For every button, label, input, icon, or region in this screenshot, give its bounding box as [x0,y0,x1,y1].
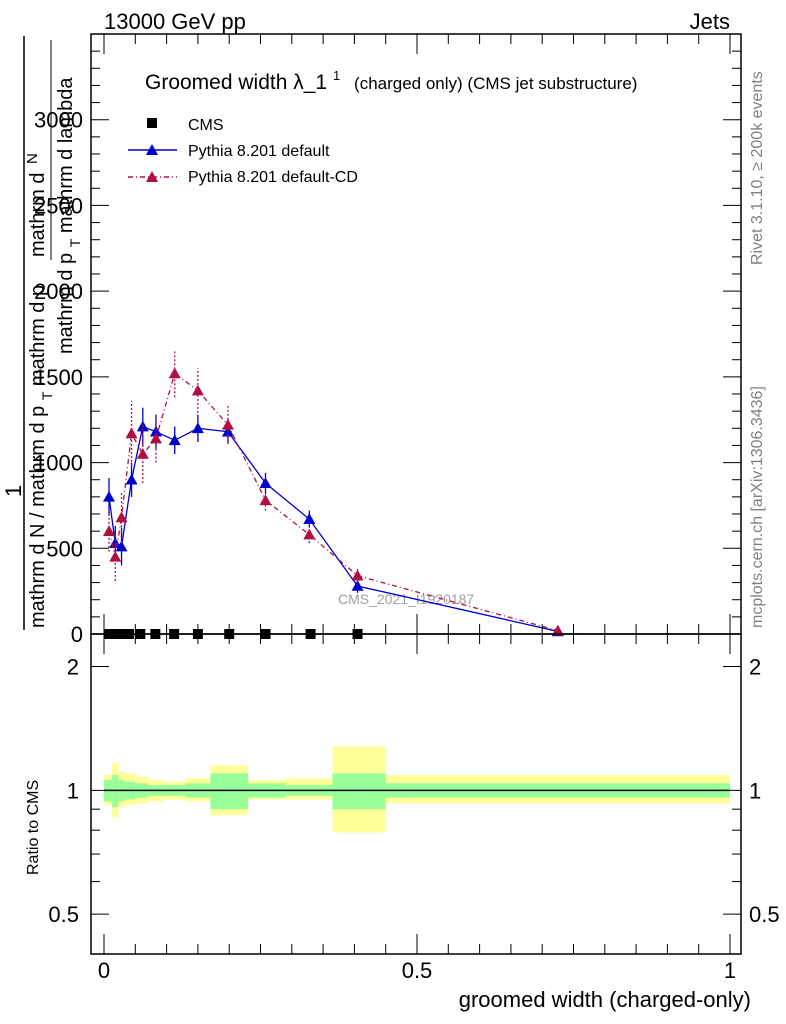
ylabel-denominator-top-sub: T [67,238,83,247]
main-y-tick-label: 3000 [34,108,83,133]
x-axis-ticks: 0 0.5 1 [98,34,736,983]
ylabel-one: 1 [1,485,26,497]
point-pythia_cd [103,525,116,536]
ylabel-numerator: mathrm d N [24,153,49,257]
ylabel-denominator-top: mathrm d p T mathrm d lambda [55,77,85,354]
legend: CMS Pythia 8.201 default Pythia 8.201 de… [128,117,358,186]
main-y-axis-label: 1 mathrm d N mathrm d p T mathrm d lambd… [1,36,85,630]
point-pythia_default [115,540,128,552]
x-tick-label: 1 [724,958,736,983]
ratio-y-tick-label: 0.5 [48,902,79,927]
main-y-ticks [91,50,741,635]
legend-cms-label: CMS [188,117,224,134]
ylabel-denominator-text: mathrm d N / mathrm d p [27,406,49,628]
plot-title-symbol: λ_1 [293,71,327,94]
ylabel-denominator: mathrm d N / mathrm d p T mathrm d p [27,285,57,628]
x-tick-label: 0.5 [402,958,433,983]
header-right: Jets [690,9,730,34]
point-pythia_default [125,473,138,485]
header-left: 13000 GeV pp [104,9,246,34]
point-pythia_cd [149,432,162,444]
point-pythia_cd [551,624,564,636]
ratio-inner-band [210,773,248,810]
rivet-label: Rivet 3.1.10, ≥ 200k events [749,71,766,265]
point-pythia_default [149,425,162,437]
ylabel-numerator-n: N [24,153,41,164]
ratio-y-tick-label-right: 2 [749,655,761,680]
ratio-y-tick-label-right: 0.5 [749,902,780,927]
x-axis-label: groomed width (charged-only) [459,987,751,1012]
point-pythia_cd [303,528,316,540]
point-pythia_default [168,434,181,446]
point-pythia_cd [191,384,204,396]
main-y-tick-label: 2500 [34,193,83,218]
ylabel-denominator-sub: T [39,391,55,400]
point-pythia_cd [115,511,128,523]
point-pythia_cd [221,418,234,430]
series-pythia_default [103,407,564,637]
ylabel-denominator-top-tail: mathrm d lambda [55,77,77,233]
x-tick-label: 0 [98,958,110,983]
point-pythia_default [259,477,272,488]
ylabel-denominator-tail: mathrm d p [27,285,49,386]
mcplots-label: mcplots.cern.ch [arXiv:1306.3436] [749,386,766,628]
point-pythia_default [303,513,316,524]
plot-title: Groomed width λ_1 1 (charged only) (CMS … [145,62,637,94]
point-pythia_cd [351,569,364,581]
ylabel-numerator-d: mathrm d [27,173,49,257]
main-y-tick-label: 2000 [34,279,83,304]
ratio-y-tick-label: 1 [67,778,79,803]
analysis-watermark: CMS_2021_I1920187 [338,591,474,607]
ratio-y-tick-label-right: 1 [749,778,761,803]
series-pythia_cd [103,349,564,636]
series-layer [103,349,564,639]
main-y-tick-labels: 0 500 1000 1500 2000 2500 3000 [34,108,83,647]
legend-cms-marker [147,118,157,128]
ratio-plot-frame [90,633,742,955]
plot-title-main: Groomed width [145,71,287,94]
point-pythia_cd [168,367,181,379]
point-pythia_default [191,422,204,434]
ratio-inner-band [332,773,386,810]
ratio-band-layer [104,746,730,833]
series-line-pythia_default [108,425,558,633]
point-pythia_cd [125,427,138,439]
plot-title-suffix: (charged only) (CMS jet substructure) [354,74,637,93]
point-pythia_cd [259,494,272,506]
point-pythia_cd [109,550,122,562]
legend-default-marker [146,144,158,155]
main-y-tick-label: 0 [71,622,83,647]
ratio-y-ticks: 0.5 0.5 1 1 2 2 [48,655,779,928]
ratio-y-tick-label: 2 [67,655,79,680]
point-pythia_default [103,490,116,502]
series-line-pythia_cd [108,372,559,632]
legend-default-label: Pythia 8.201 default [188,143,330,160]
main-y-tick-label: 1500 [34,365,83,390]
legend-cd-label: Pythia 8.201 default-CD [188,169,358,186]
ratio-y-axis-label: Ratio to CMS [25,780,42,875]
main-y-tick-label: 1000 [34,451,83,476]
plot-title-sup: 1 [333,68,340,83]
point-pythia_cd [136,448,149,459]
legend-cd-marker [146,171,158,182]
main-y-tick-label: 500 [46,536,83,561]
point-pythia_default [351,580,364,591]
ylabel-denominator-top-text: mathrm d p [55,253,77,354]
